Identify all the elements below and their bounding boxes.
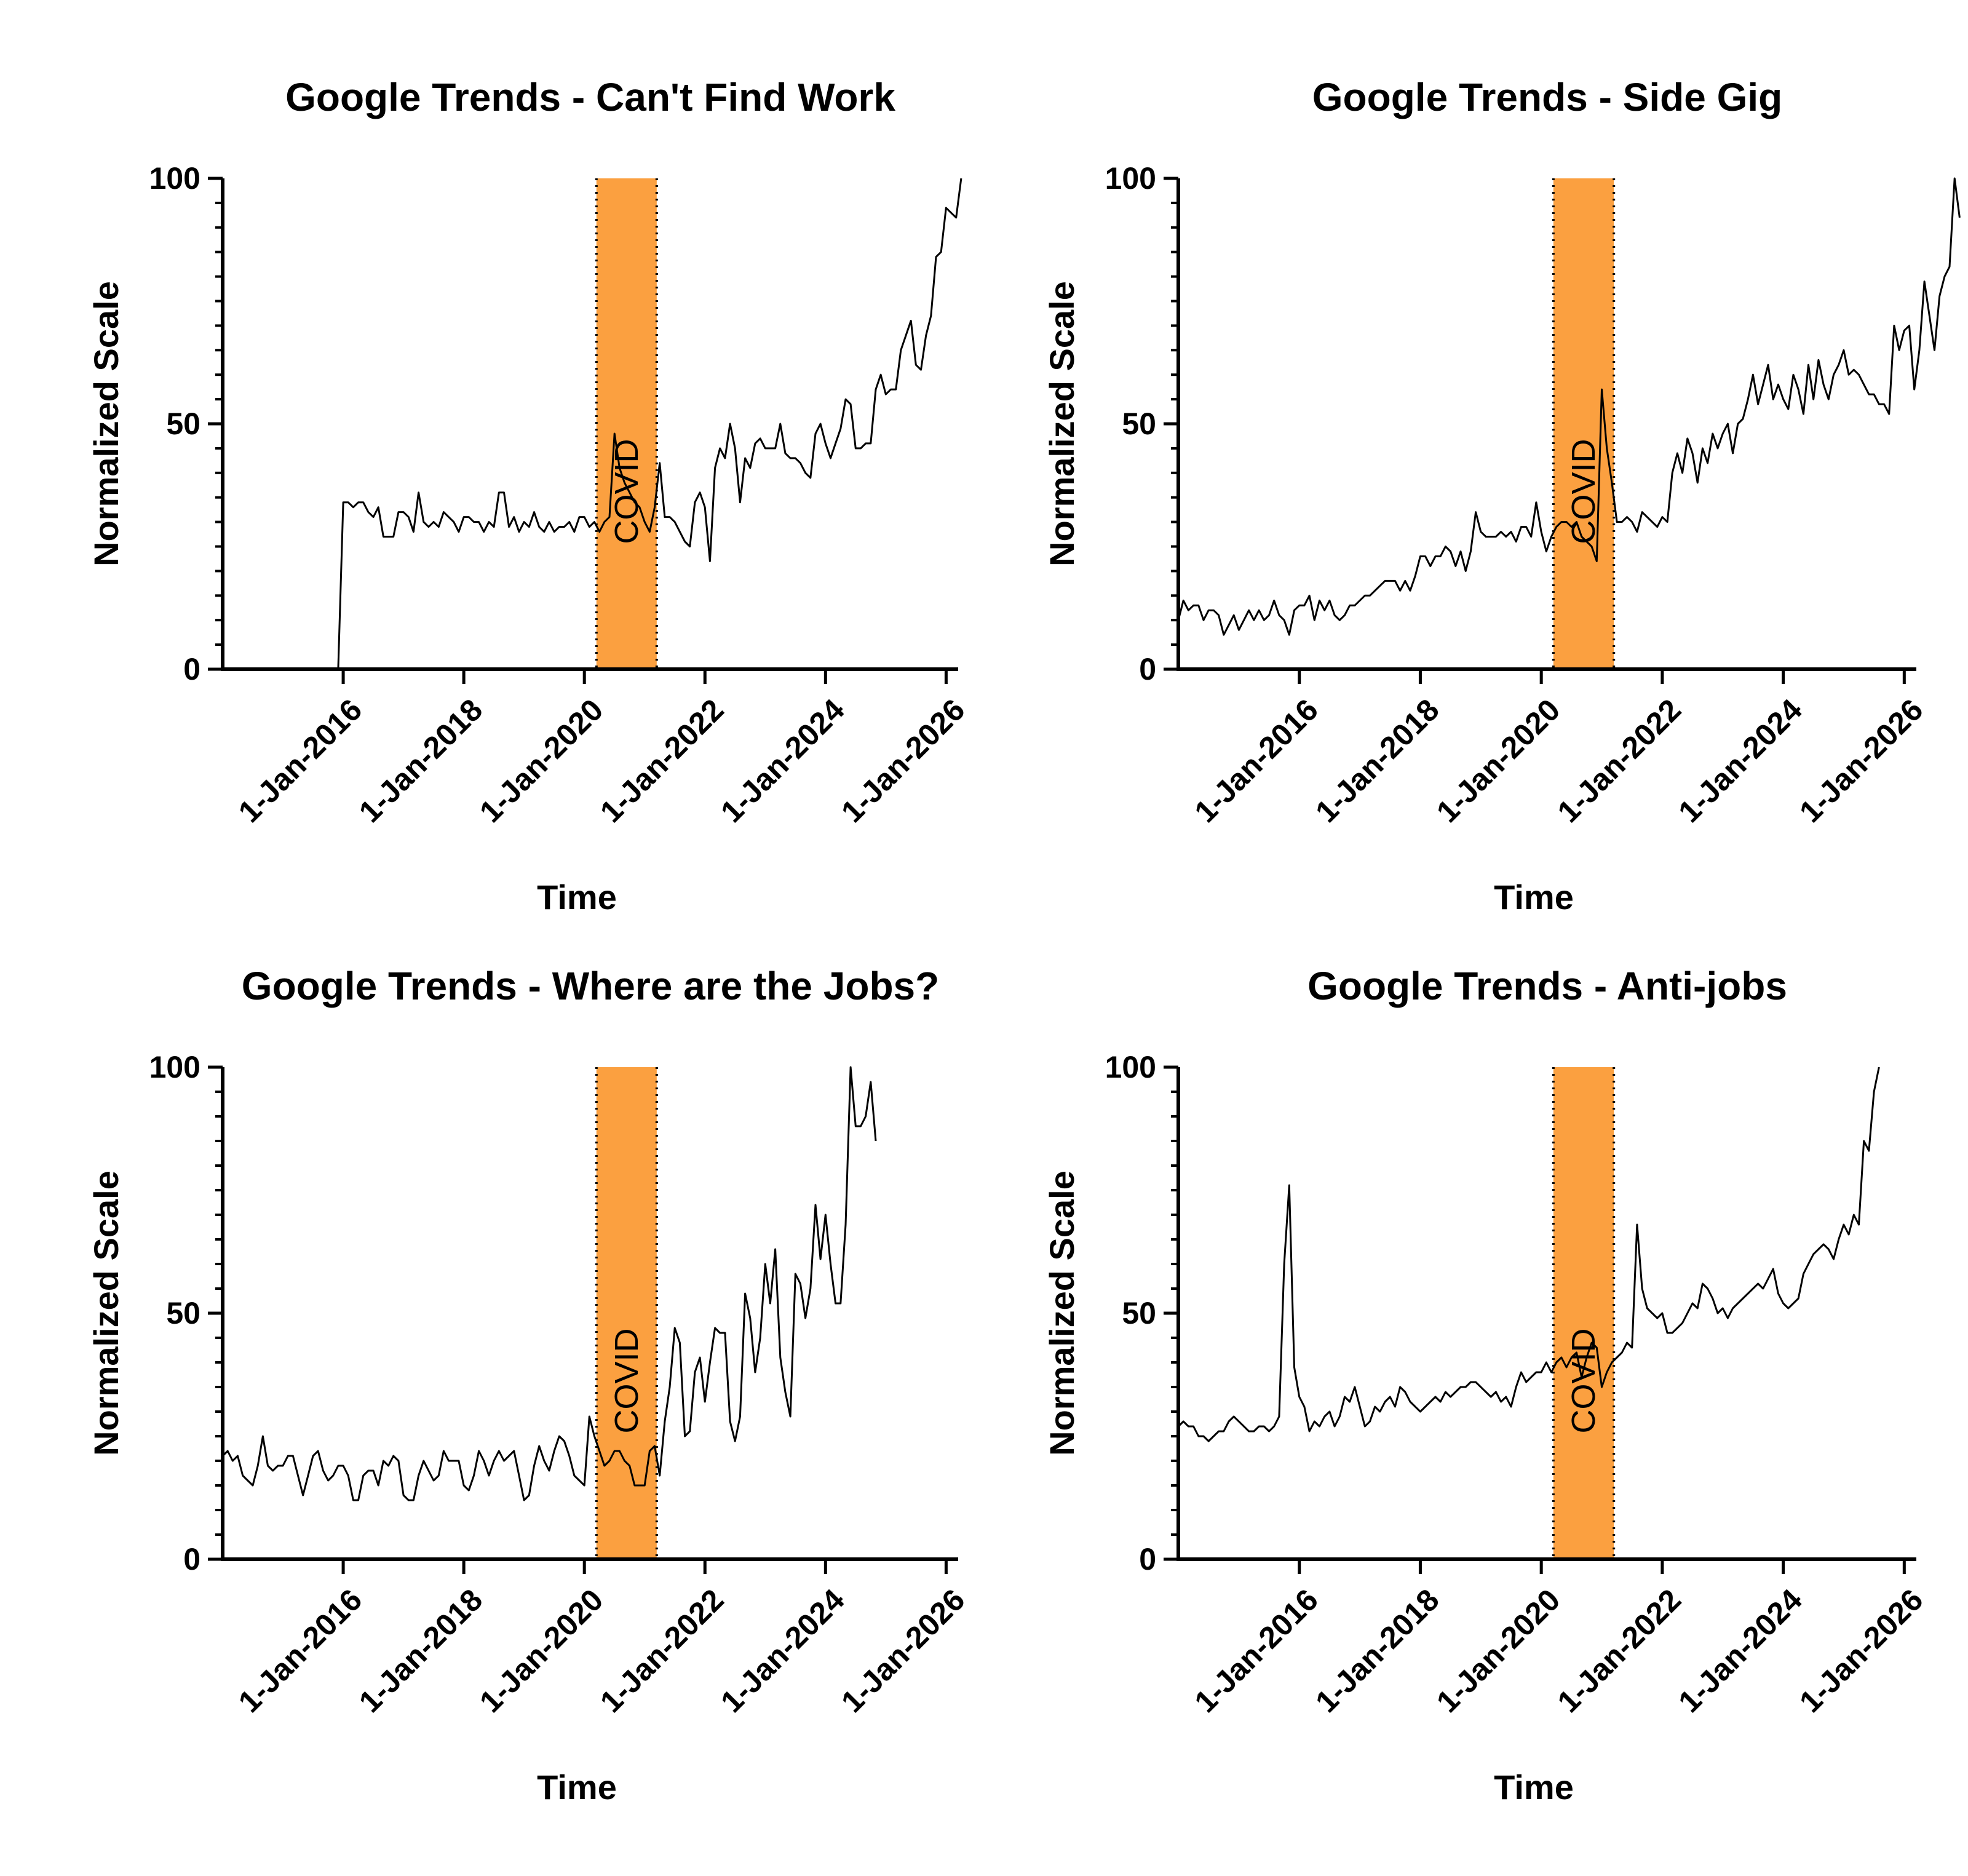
covid-label: COVID <box>1565 1328 1602 1433</box>
covid-label: COVID <box>1565 439 1602 544</box>
covid-band <box>596 178 657 669</box>
chart-title: Google Trends - Where are the Jobs? <box>242 964 939 1008</box>
x-tick-label: 1-Jan-2020 <box>473 693 609 829</box>
x-axis-label: Time <box>1494 1768 1574 1806</box>
y-tick-label: 50 <box>166 1296 200 1330</box>
covid-band <box>596 1067 657 1559</box>
y-tick-label: 100 <box>149 1050 200 1084</box>
y-tick-label: 50 <box>1122 407 1156 441</box>
y-axis-label: Normalized Scale <box>87 281 125 566</box>
series-line <box>1177 177 1961 636</box>
chart-panel-3: COVID0501001-Jan-20161-Jan-20181-Jan-202… <box>87 964 972 1806</box>
x-tick-label: 1-Jan-2022 <box>593 1583 730 1719</box>
series-line <box>1177 1067 1880 1442</box>
covid-label: COVID <box>608 1328 645 1433</box>
chart-title: Google Trends - Can't Find Work <box>285 75 895 119</box>
x-tick-label: 1-Jan-2018 <box>1309 1583 1445 1719</box>
chart-title: Google Trends - Side Gig <box>1312 75 1783 119</box>
y-tick-label: 0 <box>183 652 200 686</box>
x-tick-label: 1-Jan-2020 <box>473 1583 609 1719</box>
x-tick-label: 1-Jan-2020 <box>1430 1583 1566 1719</box>
x-tick-label: 1-Jan-2016 <box>1188 693 1325 829</box>
y-axis-label: Normalized Scale <box>1042 1171 1081 1456</box>
x-tick-label: 1-Jan-2024 <box>714 693 851 830</box>
y-axis-label: Normalized Scale <box>87 1171 125 1456</box>
chart-panel-2: COVID0501001-Jan-20161-Jan-20181-Jan-202… <box>1042 75 1961 916</box>
x-tick-label: 1-Jan-2024 <box>1672 1583 1809 1720</box>
chart-panel-4: COVID0501001-Jan-20161-Jan-20181-Jan-202… <box>1042 964 1930 1806</box>
x-tick-label: 1-Jan-2022 <box>1551 693 1688 829</box>
x-tick-label: 1-Jan-2024 <box>714 1583 851 1720</box>
y-tick-label: 100 <box>1105 161 1156 196</box>
x-axis-label: Time <box>537 878 617 916</box>
x-tick-label: 1-Jan-2022 <box>1551 1583 1688 1719</box>
y-axis-label: Normalized Scale <box>1042 281 1081 566</box>
y-tick-label: 100 <box>149 161 200 196</box>
x-tick-label: 1-Jan-2018 <box>352 693 489 829</box>
y-tick-label: 0 <box>183 1542 200 1576</box>
x-tick-label: 1-Jan-2026 <box>835 1583 971 1719</box>
y-tick-label: 100 <box>1105 1050 1156 1084</box>
y-tick-label: 0 <box>1139 1542 1156 1576</box>
x-tick-label: 1-Jan-2026 <box>1793 1583 1929 1719</box>
covid-band <box>1553 1067 1614 1559</box>
x-axis-label: Time <box>537 1768 617 1806</box>
x-tick-label: 1-Jan-2020 <box>1430 693 1566 829</box>
y-tick-label: 50 <box>166 407 200 441</box>
series-line <box>221 1066 877 1501</box>
x-tick-label: 1-Jan-2024 <box>1672 693 1809 830</box>
y-tick-label: 50 <box>1122 1296 1156 1330</box>
x-tick-label: 1-Jan-2016 <box>1188 1583 1325 1719</box>
x-tick-label: 1-Jan-2016 <box>232 693 368 829</box>
chart-title: Google Trends - Anti-jobs <box>1307 964 1787 1008</box>
x-axis-label: Time <box>1494 878 1574 916</box>
series-line <box>223 178 962 670</box>
x-tick-label: 1-Jan-2026 <box>835 693 971 829</box>
chart-panel-1: COVID0501001-Jan-20161-Jan-20181-Jan-202… <box>87 75 972 916</box>
x-tick-label: 1-Jan-2026 <box>1793 693 1929 829</box>
y-tick-label: 0 <box>1139 652 1156 686</box>
x-tick-label: 1-Jan-2016 <box>232 1583 368 1719</box>
x-tick-label: 1-Jan-2018 <box>1309 693 1445 829</box>
x-tick-label: 1-Jan-2022 <box>593 693 730 829</box>
covid-label: COVID <box>608 439 645 544</box>
x-tick-label: 1-Jan-2018 <box>352 1583 489 1719</box>
